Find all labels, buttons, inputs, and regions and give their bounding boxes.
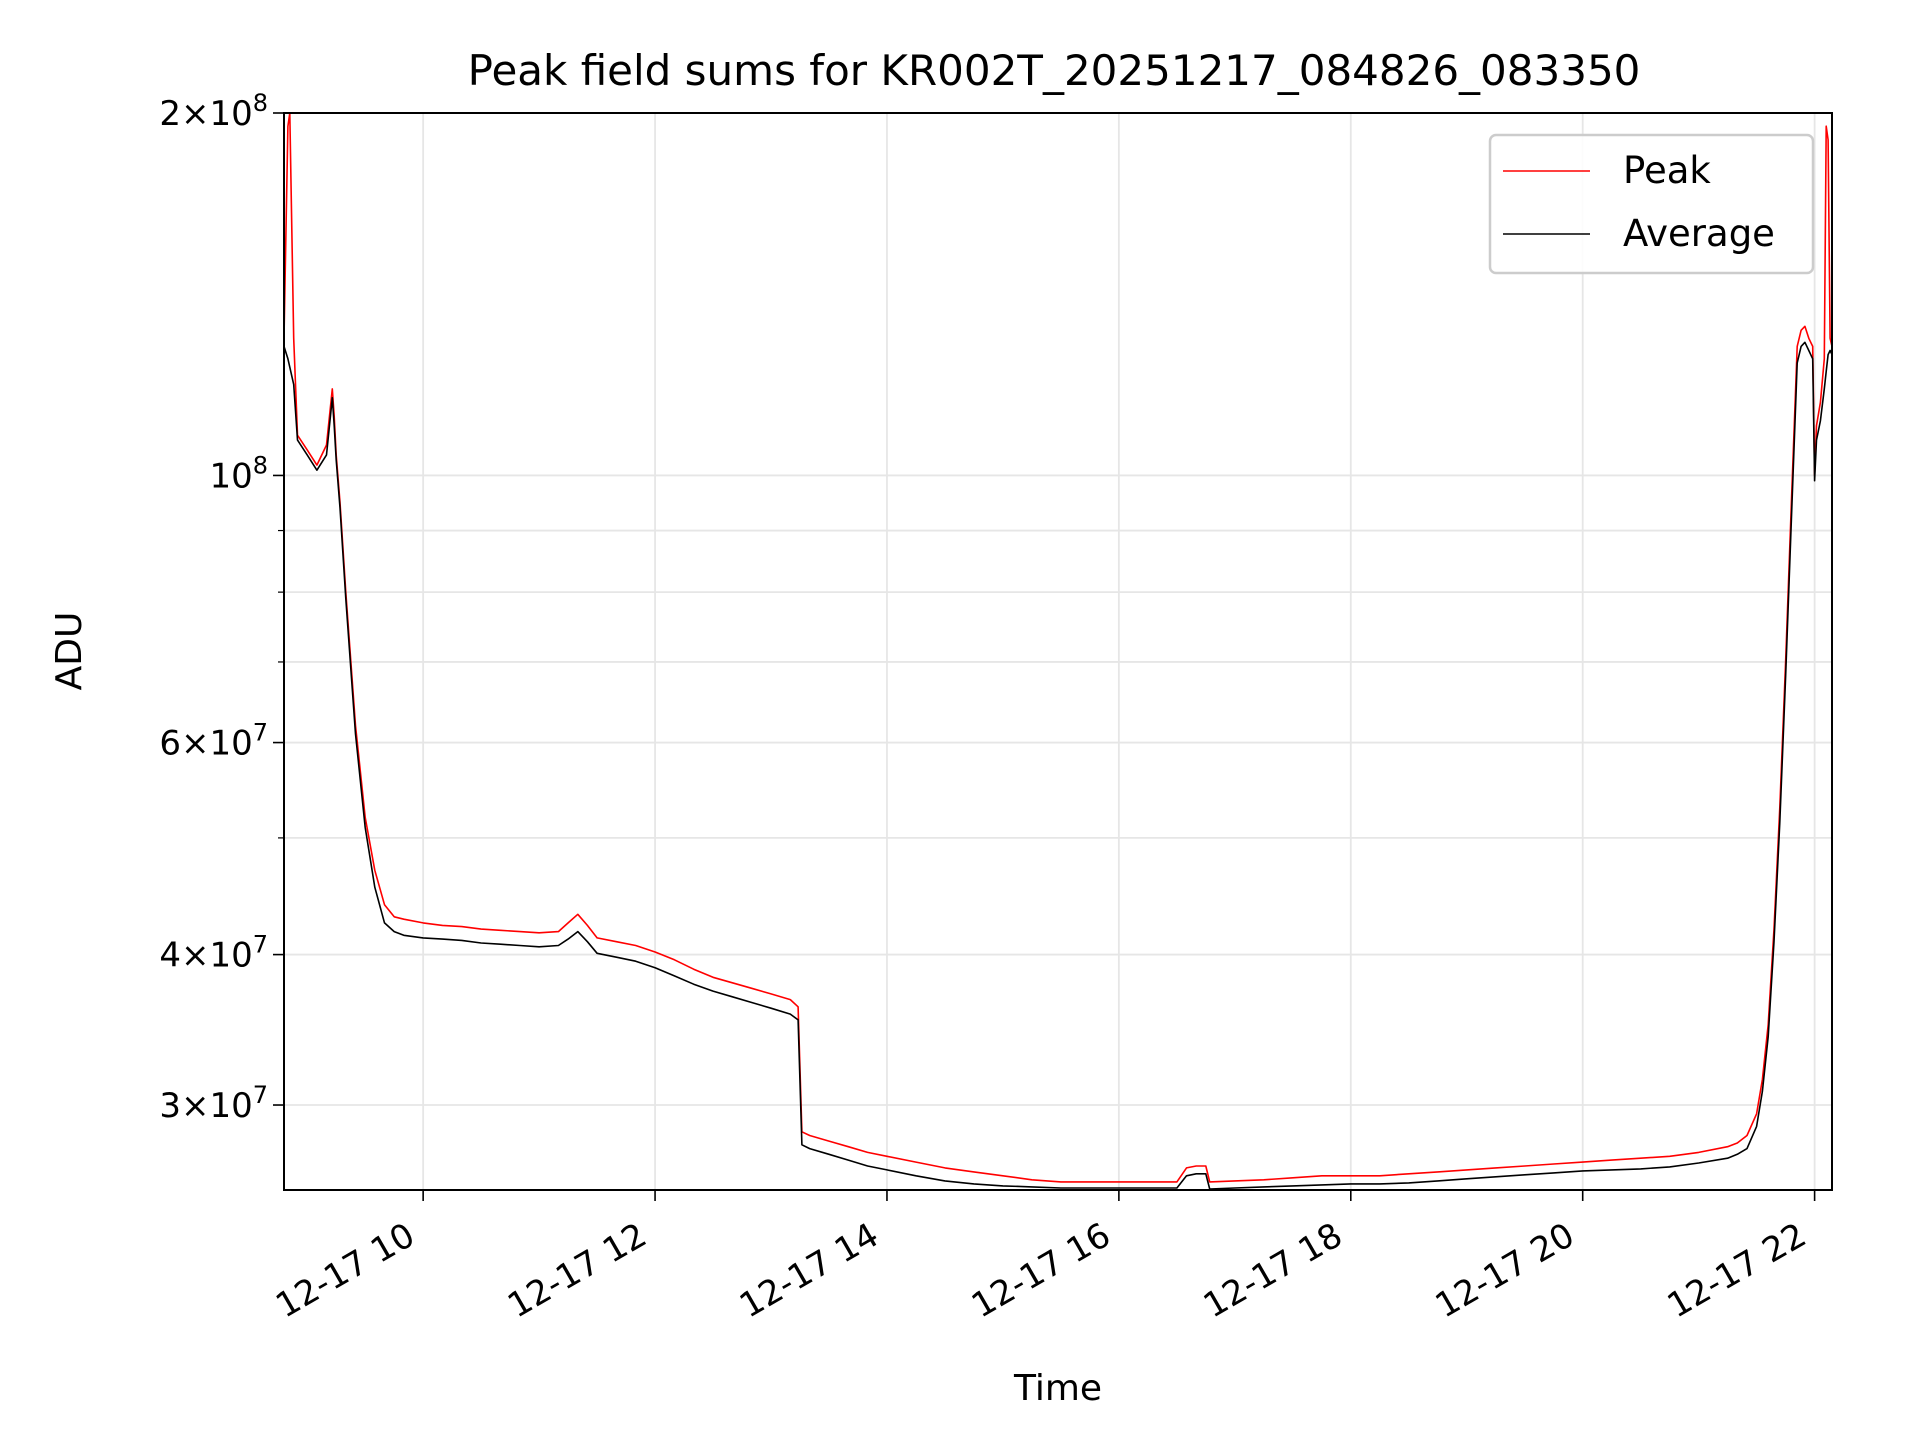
- x-axis-label: Time: [1013, 1368, 1102, 1409]
- y-axis-label: ADU: [49, 612, 90, 691]
- y-tick-label: 3×107: [159, 1081, 268, 1126]
- legend: Peak Average: [1488, 133, 1815, 275]
- legend-average-label: Average: [1623, 212, 1775, 255]
- y-tick-label: 6×107: [159, 719, 268, 764]
- y-tick-label: 2×108: [159, 89, 268, 134]
- legend-box: [1488, 133, 1815, 275]
- y-tick-label: 4×107: [159, 931, 268, 976]
- grid: [284, 113, 1832, 1190]
- y-tick-label: 108: [209, 451, 268, 496]
- series-lines: [284, 113, 1832, 1190]
- chart-title: Peak field sums for KR002T_20251217_0848…: [468, 46, 1641, 95]
- legend-peak-label: Peak: [1623, 149, 1711, 192]
- series-average-line: [284, 341, 1832, 1190]
- plot-area: [284, 113, 1832, 1190]
- plot-frame: [283, 112, 1833, 1191]
